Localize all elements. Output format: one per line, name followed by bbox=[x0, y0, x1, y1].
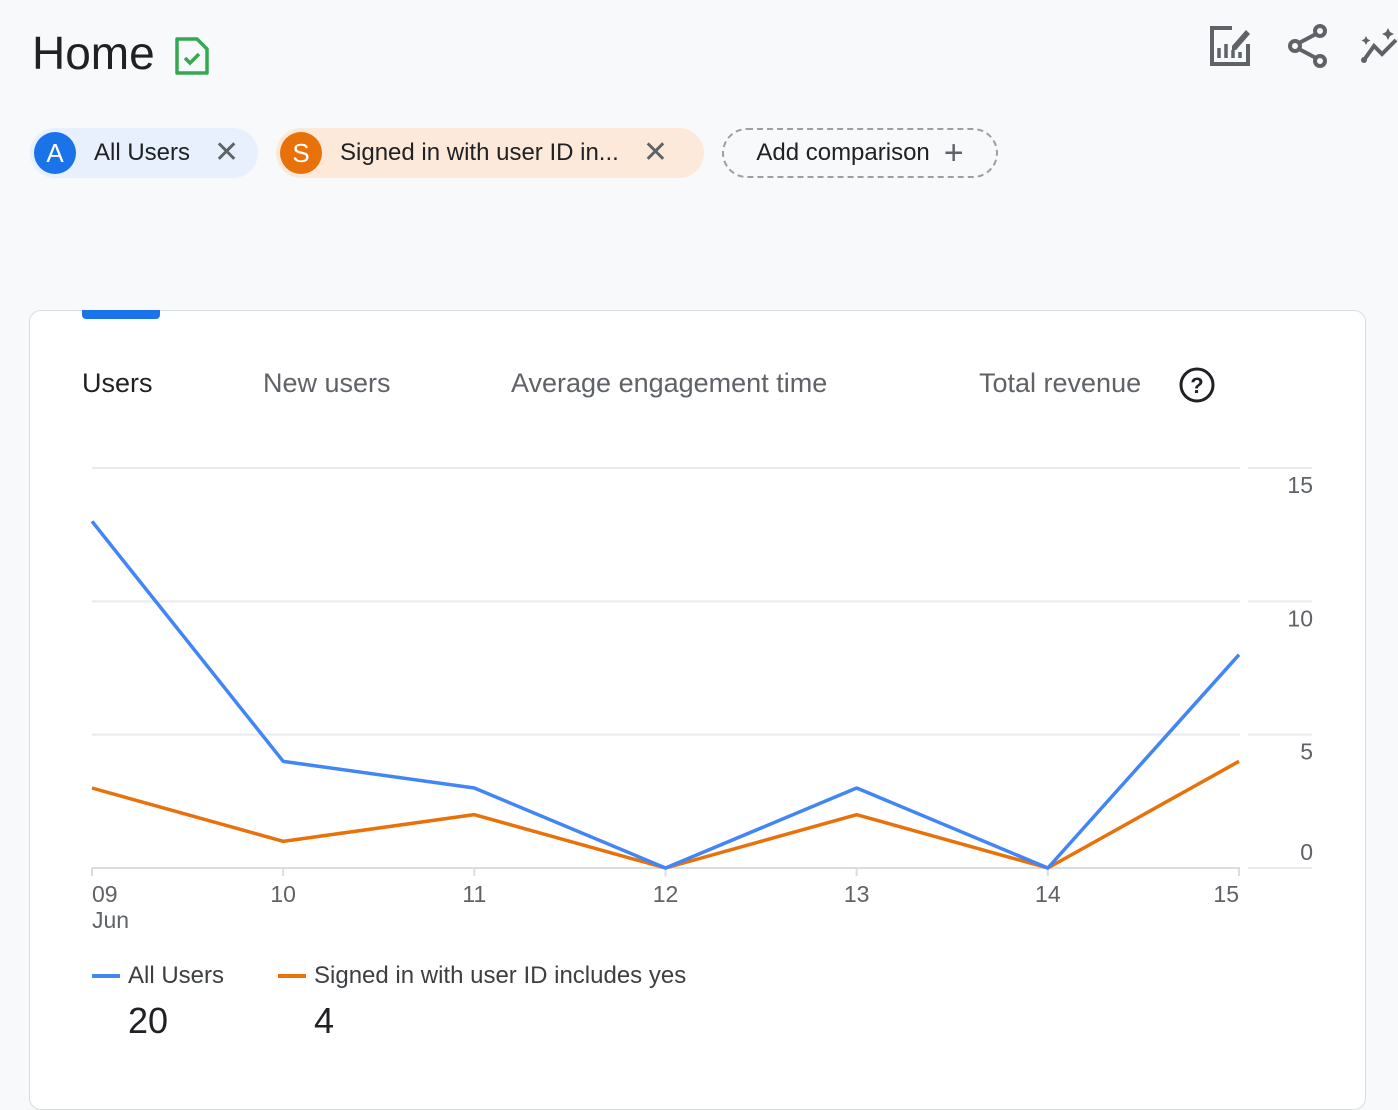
x-tick-label: 13 bbox=[844, 881, 870, 907]
x-tick-label: 10 bbox=[270, 881, 296, 907]
x-month-label: Jun bbox=[92, 907, 129, 933]
signed-in-total: 4 bbox=[314, 1000, 334, 1042]
legend-swatch bbox=[278, 974, 306, 978]
y-tick-label: 0 bbox=[1300, 839, 1313, 865]
users-line-chart: 0 5 10 15 09 10 11 12 13 14 15 Jun bbox=[0, 0, 1398, 1074]
legend-swatch bbox=[92, 974, 120, 978]
legend-item-signed-in: Signed in with user ID includes yes bbox=[278, 962, 686, 990]
legend-label: Signed in with user ID includes yes bbox=[314, 962, 686, 990]
x-tick-label: 14 bbox=[1035, 881, 1061, 907]
x-tick-label: 12 bbox=[653, 881, 679, 907]
legend-label: All Users bbox=[128, 962, 224, 990]
series-line bbox=[92, 521, 1239, 868]
x-tick-label: 09 bbox=[92, 881, 118, 907]
y-tick-label: 10 bbox=[1287, 605, 1313, 631]
series-line bbox=[92, 761, 1239, 868]
legend-item-all-users: All Users bbox=[92, 962, 224, 990]
all-users-total: 20 bbox=[128, 1000, 168, 1042]
y-tick-label: 5 bbox=[1300, 739, 1313, 765]
y-tick-label: 15 bbox=[1287, 472, 1313, 498]
x-tick-label: 11 bbox=[462, 881, 486, 907]
x-tick-label: 15 bbox=[1213, 881, 1239, 907]
